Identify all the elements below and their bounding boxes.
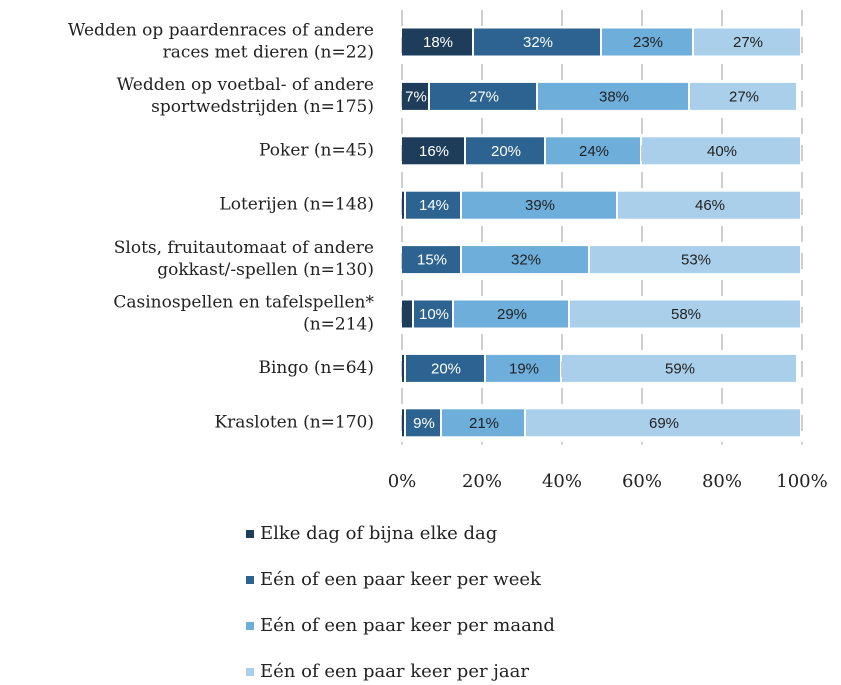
category-label: sportwedstrijden (n=175) <box>151 97 374 117</box>
value-label: 15% <box>417 252 447 269</box>
value-label: 59% <box>665 360 695 377</box>
bar-segment <box>402 191 404 219</box>
value-label: 14% <box>419 197 449 214</box>
bar-segment <box>406 409 440 437</box>
category-label: races met dieren (n=22) <box>163 43 374 63</box>
x-tick-label: 40% <box>542 471 582 492</box>
bar-segment <box>486 354 560 382</box>
category-label: Wedden op paardenraces of andere <box>68 21 374 41</box>
value-label: 32% <box>511 252 541 269</box>
value-label: 27% <box>729 88 759 105</box>
value-label: 39% <box>525 197 555 214</box>
category-label: (n=214) <box>303 315 374 335</box>
x-tick-label: 0% <box>388 471 417 492</box>
bar-segment <box>694 28 800 56</box>
bar-segment <box>454 300 568 328</box>
value-label: 27% <box>469 88 499 105</box>
bar-segment <box>402 246 460 274</box>
value-label: 46% <box>695 197 725 214</box>
value-label: 23% <box>633 34 663 51</box>
legend-swatch <box>246 622 254 630</box>
value-label: 7% <box>405 88 427 105</box>
x-tick-label: 20% <box>462 471 502 492</box>
legend-label: Eén of een paar keer per week <box>260 569 542 590</box>
bar-segment <box>474 28 600 56</box>
value-label: 32% <box>523 34 553 51</box>
bar-segment <box>462 246 588 274</box>
legend-swatch <box>246 530 254 538</box>
value-label: 21% <box>469 415 499 432</box>
legend-swatch <box>246 668 254 676</box>
value-label: 69% <box>649 415 679 432</box>
value-label: 58% <box>671 306 701 323</box>
bar-segment <box>562 354 796 382</box>
bar-segment <box>526 409 800 437</box>
category-label: gokkast/-spellen (n=130) <box>157 260 374 280</box>
value-label: 40% <box>707 143 737 160</box>
bar-segment <box>402 409 404 437</box>
bar-segment <box>402 28 472 56</box>
bar-segment <box>402 82 428 110</box>
bar-segment <box>402 137 464 165</box>
bar-segment <box>546 137 640 165</box>
bar-segment <box>430 82 536 110</box>
x-tick-label: 100% <box>776 471 827 492</box>
value-label: 20% <box>491 143 521 160</box>
x-tick-label: 60% <box>622 471 662 492</box>
value-label: 18% <box>423 34 453 51</box>
legend-label: Eén of een paar keer per jaar <box>260 661 529 682</box>
bar-segment <box>402 354 404 382</box>
bar-segment <box>618 191 800 219</box>
value-label: 24% <box>579 143 609 160</box>
bar-segment <box>642 137 800 165</box>
value-label: 20% <box>431 360 461 377</box>
value-label: 27% <box>733 34 763 51</box>
bar-segment <box>466 137 544 165</box>
category-label: Slots, fruitautomaat of andere <box>114 238 374 258</box>
legend-swatch <box>246 576 254 584</box>
bar-segment <box>406 191 460 219</box>
value-label: 19% <box>509 360 539 377</box>
category-label: Casinospellen en tafelspellen* <box>113 293 374 313</box>
value-label: 38% <box>599 88 629 105</box>
category-label: Wedden op voetbal- of andere <box>117 75 374 95</box>
bar-segment <box>402 300 412 328</box>
bar-segment <box>690 82 796 110</box>
category-label: Poker (n=45) <box>259 140 374 160</box>
x-tick-label: 80% <box>702 471 742 492</box>
legend-label: Eén of een paar keer per maand <box>260 615 555 636</box>
category-label: Loterijen (n=148) <box>219 195 374 215</box>
bar-segment <box>462 191 616 219</box>
legend-label: Elke dag of bijna elke dag <box>260 523 497 544</box>
bar-segment <box>538 82 688 110</box>
bar-segment <box>442 409 524 437</box>
bar-segment <box>414 300 452 328</box>
value-label: 53% <box>681 252 711 269</box>
bar-segment <box>602 28 692 56</box>
bar-segment <box>570 300 800 328</box>
value-label: 16% <box>419 143 449 160</box>
bar-segment <box>406 354 484 382</box>
value-label: 10% <box>419 306 449 323</box>
value-label: 9% <box>413 415 435 432</box>
bar-segment <box>590 246 800 274</box>
category-label: Bingo (n=64) <box>259 358 375 378</box>
value-label: 29% <box>497 306 527 323</box>
category-label: Krasloten (n=170) <box>214 412 374 432</box>
